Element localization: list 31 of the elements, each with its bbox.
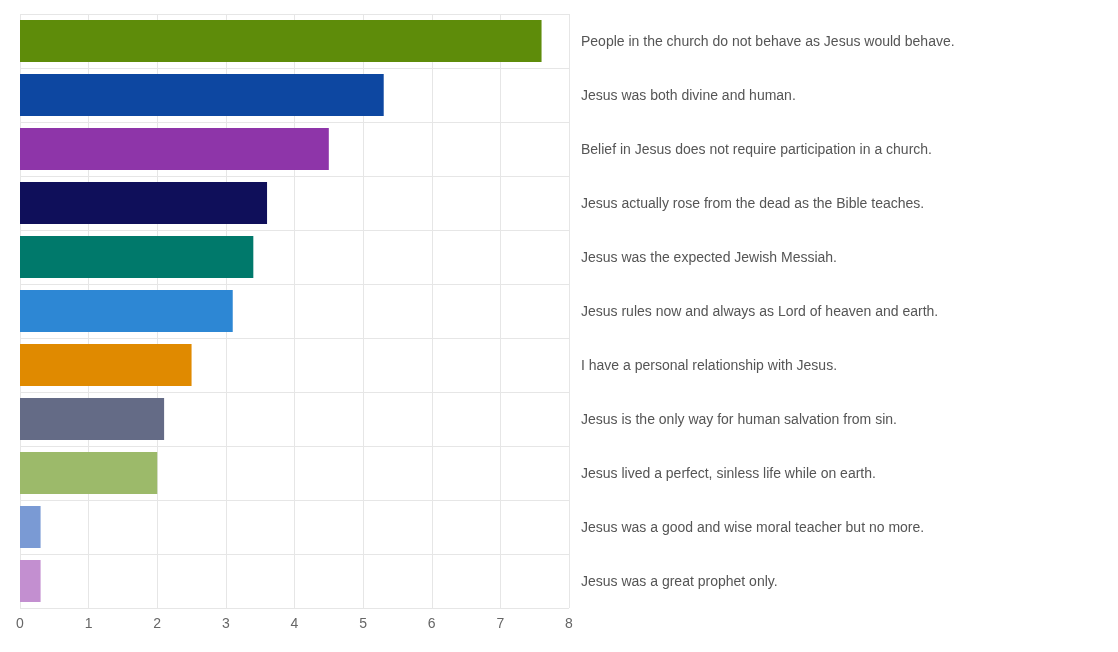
y-tick-label: Jesus was both divine and human. [581,87,796,103]
x-tick-label: 0 [16,615,25,631]
y-tick-label: Jesus actually rose from the dead as the Bible teaches. [581,195,925,211]
y-tick-label: Belief in Jesus does not require participation in a church. [581,141,932,157]
bar [20,505,41,549]
y-tick-label: I have a personal relationship with Jesus. [581,357,838,373]
y-tick-label: Jesus lived a perfect, sinless life while on earth. [581,465,876,481]
y-tick-label: Jesus was the expected Jewish Messiah. [581,249,838,265]
bar [20,181,268,225]
x-tick-label: 4 [290,615,299,631]
bar [20,343,192,387]
y-tick-label: Jesus was a great prophet only. [581,573,778,589]
bar [20,235,254,279]
bar [20,451,158,495]
bar [20,73,384,117]
y-tick-label: Jesus rules now and always as Lord of heaven and earth. [581,303,939,319]
x-tick-label: 8 [565,615,574,631]
x-tick-label: 3 [221,615,230,631]
x-tick-label: 5 [359,615,368,631]
x-tick-label: 7 [496,615,505,631]
y-tick-label: People in the church do not behave as Jesus would behave. [581,33,955,49]
y-tick-label: Jesus was a good and wise moral teacher but no more. [581,519,925,535]
y-tick-label: Jesus is the only way for human salvation from sin. [581,411,897,427]
bar [20,289,233,333]
x-tick-label: 1 [84,615,93,631]
bar [20,559,41,603]
x-tick-label: 2 [153,615,162,631]
bar [20,397,165,441]
x-tick-label: 6 [427,615,436,631]
bar [20,127,329,171]
bar [20,19,542,63]
